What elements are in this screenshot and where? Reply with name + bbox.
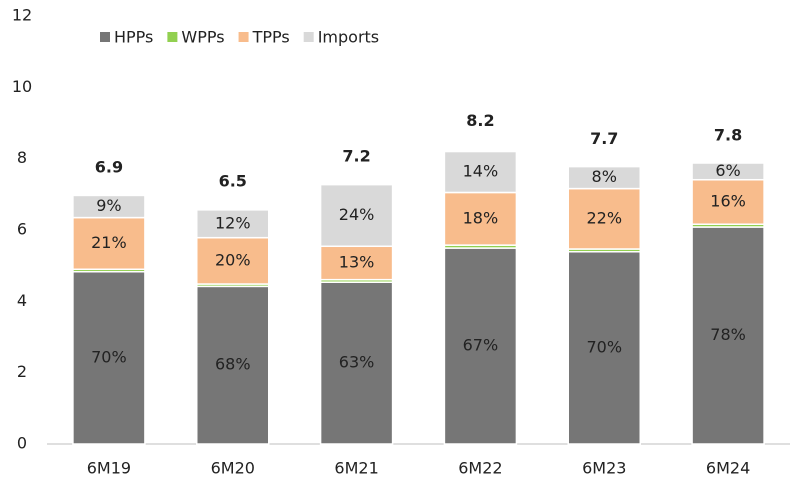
bar-segment: [72, 270, 146, 445]
y-tick-label: 0: [17, 434, 27, 453]
bar-segment: [196, 285, 270, 445]
data-label: 20%: [215, 250, 251, 269]
data-label: 13%: [339, 252, 375, 271]
legend-swatch: [167, 32, 178, 42]
legend-swatch: [238, 32, 249, 42]
legend-label: HPPs: [114, 28, 153, 47]
bar-segment: [691, 226, 765, 445]
x-tick-label: 6M22: [458, 459, 502, 478]
y-tick-label: 2: [17, 362, 27, 381]
legend-label: WPPs: [181, 28, 224, 47]
y-tick-label: 6: [17, 220, 27, 239]
legend-swatch: [303, 32, 314, 42]
data-label: 14%: [463, 162, 499, 181]
data-label: 78%: [710, 325, 746, 344]
bar-segment: [196, 209, 270, 239]
x-tick-label: 6M21: [334, 459, 378, 478]
bar-segment: [72, 216, 146, 271]
data-label: 68%: [215, 355, 251, 374]
legend-label: Imports: [318, 28, 379, 47]
bar-segment: [319, 281, 394, 445]
total-label: 6.9: [95, 157, 123, 176]
total-label: 7.8: [714, 125, 742, 144]
x-tick-label: 6M20: [211, 459, 255, 478]
data-label: 8%: [592, 167, 617, 186]
total-label: 6.5: [219, 172, 247, 191]
bar-segment: [443, 150, 518, 194]
y-tick-label: 10: [12, 77, 32, 96]
data-label: 9%: [96, 196, 121, 215]
y-tick-label: 4: [17, 291, 27, 310]
data-label: 6%: [715, 161, 740, 180]
total-label: 8.2: [466, 111, 494, 130]
data-label: 16%: [710, 191, 746, 210]
data-label: 63%: [339, 353, 375, 372]
y-tick-label: 8: [17, 148, 27, 167]
bar-segment: [319, 183, 394, 248]
bar-segment: [72, 194, 146, 219]
bar-segment: [691, 178, 765, 225]
x-tick-label: 6M19: [87, 459, 131, 478]
data-label: 12%: [215, 213, 251, 232]
data-label: 70%: [91, 347, 127, 366]
data-label: 22%: [586, 208, 622, 227]
data-label: 24%: [339, 205, 375, 224]
data-label: 18%: [463, 208, 499, 227]
legend-swatch: [100, 32, 110, 42]
bar-segment: [691, 162, 765, 181]
legend-label: TPPs: [252, 28, 290, 47]
x-tick-label: 6M23: [582, 459, 626, 478]
data-label: 21%: [91, 233, 127, 252]
bar-segment: [443, 247, 518, 445]
data-label: 70%: [586, 337, 622, 356]
total-label: 7.2: [342, 147, 370, 166]
bar-segment: [567, 165, 641, 190]
y-tick-label: 12: [12, 6, 32, 25]
x-tick-label: 6M24: [706, 459, 750, 478]
total-label: 7.7: [590, 129, 618, 148]
data-label: 67%: [463, 336, 499, 355]
bar-segment: [567, 251, 641, 445]
